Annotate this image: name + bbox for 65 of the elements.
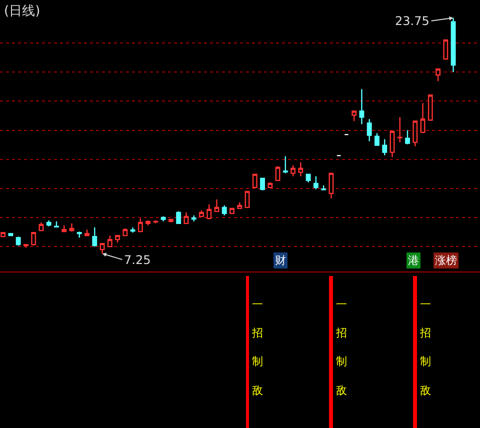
candlestick [390,130,395,158]
candlestick [8,232,14,236]
candlestick [160,216,166,222]
candlestick [313,176,318,190]
candlestick [328,172,334,200]
candlestick [443,39,448,60]
candlestick [321,184,326,192]
candlestick [222,204,227,216]
candlestick [46,220,52,228]
text: 一招制敌 [420,298,431,397]
candlestick [428,94,433,121]
candlestick [130,226,136,234]
candlestick [252,174,258,190]
candlestick [206,204,212,220]
candlestick [382,138,388,156]
candlestick [230,208,234,214]
candlestick [168,218,174,224]
candlestick [146,220,151,226]
candlestick [237,202,242,210]
candlestick [107,234,112,248]
candlestick [184,212,189,224]
candlestick [359,88,364,125]
candlestick [54,220,59,228]
candlestick [275,166,280,182]
candlestick [69,222,74,232]
candlestick [122,228,128,236]
candlestick [176,210,182,224]
candlestick [115,234,120,244]
candlestick [138,218,143,232]
candlestick [38,222,44,232]
candlestick [366,118,372,142]
annotation: 港 [408,254,419,267]
candlestick [374,132,380,146]
candlestick [450,17,456,73]
annotation: 财 [275,254,286,267]
candlestick [352,110,357,122]
candlestick [298,162,304,177]
candlestick [84,228,90,236]
candlestick [412,120,418,147]
chart-title: (日线) [4,4,40,19]
candlestick [306,174,311,184]
candlestick [436,68,440,82]
annotation: 7.25 [124,253,151,267]
annotation: 涨榜 [435,254,457,267]
candlestick [76,230,82,238]
candlestick [198,210,204,218]
candlestick [290,164,296,177]
annotation: 23.75 [395,14,430,28]
candlestick [260,178,265,192]
candlestick [100,242,105,254]
candlestick [31,232,36,246]
candlestick [62,224,67,232]
text: 一招制敌 [336,298,347,397]
candlestick [16,236,21,246]
candlestick [214,198,220,212]
candlestick [191,214,196,222]
candlestick [405,130,410,145]
candlestick [282,156,288,174]
candlestick [153,220,158,224]
candlestick [420,102,426,134]
candlestick [397,116,402,143]
candlestick [268,182,273,188]
candlestick [23,243,28,248]
text: 一招制敌 [252,298,263,397]
candlestick [92,226,98,248]
